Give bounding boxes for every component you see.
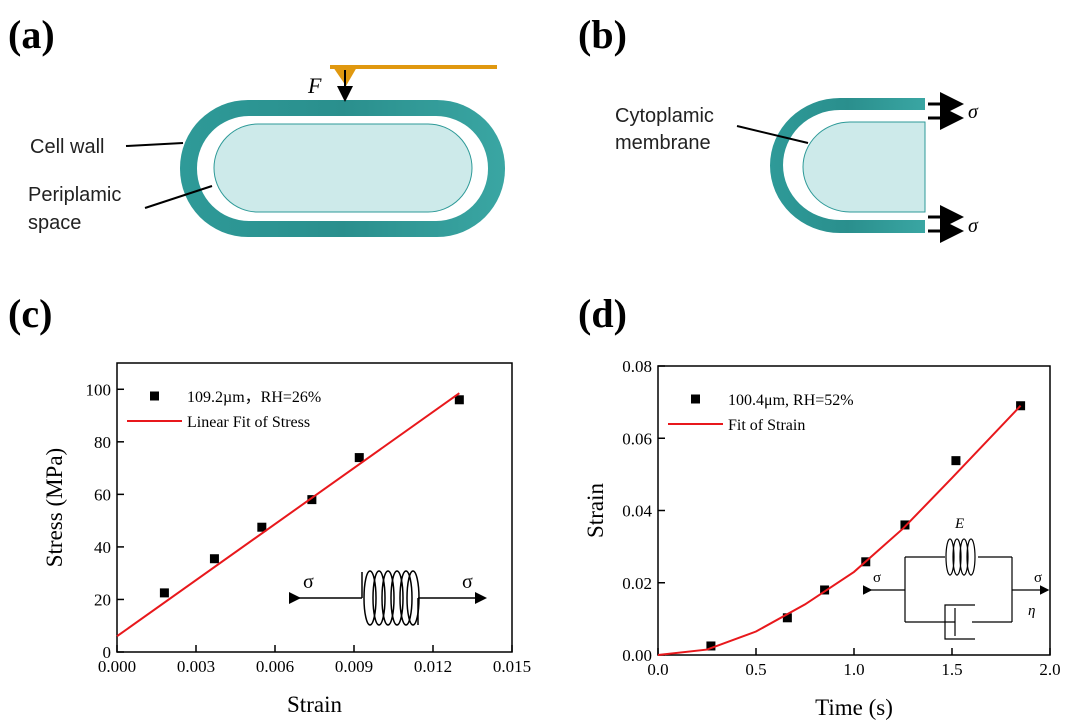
panel-label: (b) bbox=[578, 12, 627, 57]
y-tick-label: 60 bbox=[94, 485, 111, 504]
fit-line bbox=[657, 405, 1022, 656]
data-point bbox=[159, 588, 169, 598]
y-tick-label: 0.02 bbox=[622, 574, 652, 593]
legend-label: 109.2µm，RH=26% bbox=[187, 389, 321, 406]
legend-label: Fit of Strain bbox=[728, 417, 805, 434]
x-tick-label: 0.0 bbox=[647, 660, 668, 679]
inset-label: σ bbox=[462, 571, 473, 593]
legend-label: 100.4μm, RH=52% bbox=[728, 392, 854, 409]
x-tick-label: 1.5 bbox=[941, 660, 962, 679]
membrane-label: membrane bbox=[615, 132, 711, 154]
x-tick-label: 0.006 bbox=[256, 657, 294, 676]
legend-marker bbox=[150, 391, 159, 401]
y-tick-label: 0.00 bbox=[622, 646, 652, 665]
data-point bbox=[257, 522, 267, 532]
y-tick-label: 0.06 bbox=[622, 429, 652, 448]
kelvin-inset bbox=[862, 538, 1050, 640]
panel-label: (d) bbox=[578, 291, 627, 336]
data-point bbox=[782, 613, 792, 623]
x-tick-label: 0.009 bbox=[335, 657, 373, 676]
force-label: F bbox=[307, 73, 322, 98]
x-tick-label: 0.012 bbox=[414, 657, 452, 676]
panel-label: (c) bbox=[8, 291, 52, 336]
y-tick-label: 20 bbox=[94, 590, 111, 609]
stress-label: σ bbox=[968, 101, 979, 123]
y-tick-label: 0.04 bbox=[622, 502, 652, 521]
y-tick-label: 80 bbox=[94, 433, 111, 452]
periplasm-label: space bbox=[28, 212, 81, 234]
legend-marker bbox=[691, 394, 700, 404]
x-axis-label: Strain bbox=[287, 692, 342, 717]
data-point bbox=[820, 585, 830, 595]
x-tick-label: 2.0 bbox=[1039, 660, 1060, 679]
stress-label: σ bbox=[968, 215, 979, 237]
y-tick-label: 100 bbox=[86, 380, 112, 399]
y-axis-label: Strain bbox=[583, 483, 608, 538]
y-tick-label: 0.08 bbox=[622, 357, 652, 376]
periplasm-label: Periplamic bbox=[28, 184, 121, 206]
spring-inset bbox=[289, 570, 487, 626]
inset-label: η bbox=[1028, 603, 1035, 619]
y-tick-label: 0 bbox=[103, 643, 112, 662]
x-tick-label: 0.5 bbox=[745, 660, 766, 679]
x-tick-label: 0.003 bbox=[177, 657, 215, 676]
plot-frame bbox=[116, 362, 513, 653]
data-point bbox=[454, 395, 464, 405]
x-tick-label: 0.015 bbox=[493, 657, 531, 676]
inset-label: E bbox=[954, 516, 964, 532]
y-tick-label: 40 bbox=[94, 538, 111, 557]
panel-label: (a) bbox=[8, 12, 55, 57]
legend-label: Linear Fit of Stress bbox=[187, 414, 310, 431]
membrane-label: Cytoplamic bbox=[615, 105, 714, 127]
inset-label: σ bbox=[873, 570, 881, 586]
x-tick-label: 1.0 bbox=[843, 660, 864, 679]
data-point bbox=[951, 456, 961, 466]
x-tick-label: 0.000 bbox=[98, 657, 136, 676]
cell-diagram bbox=[125, 65, 505, 237]
inset-label: σ bbox=[303, 571, 314, 593]
data-point bbox=[354, 453, 364, 463]
x-axis-label: Time (s) bbox=[815, 695, 893, 720]
data-point bbox=[307, 495, 317, 505]
y-axis-label: Stress (MPa) bbox=[42, 448, 67, 567]
inset-label: σ bbox=[1034, 570, 1042, 586]
data-point bbox=[706, 641, 716, 651]
cell-wall-label: Cell wall bbox=[30, 136, 104, 158]
half-cell-diagram bbox=[736, 92, 964, 243]
data-point bbox=[900, 520, 910, 530]
fit-line bbox=[116, 392, 460, 638]
plot-frame bbox=[657, 365, 1051, 656]
data-point bbox=[209, 554, 219, 564]
